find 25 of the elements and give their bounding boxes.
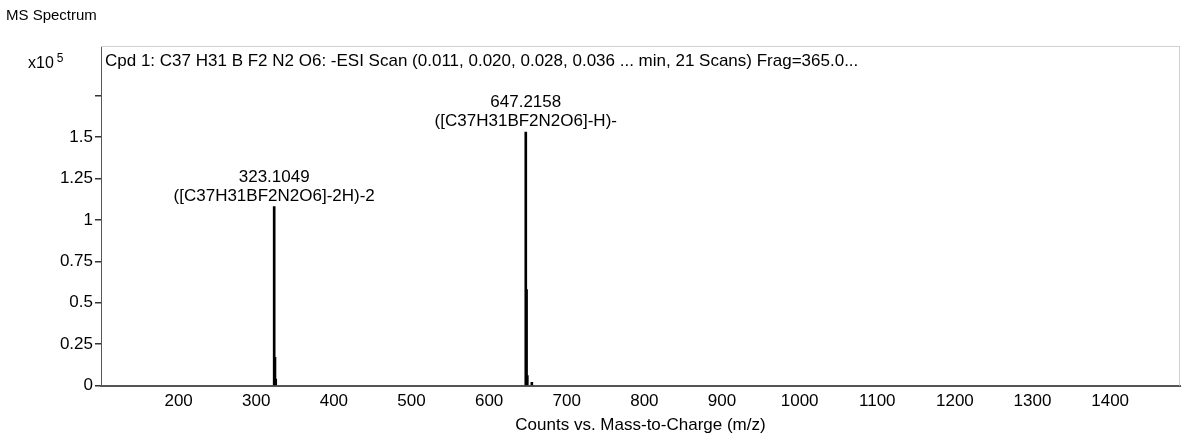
x-tick-label: 600 (474, 391, 504, 411)
y-tick-label: 1.5 (69, 126, 93, 146)
chart-title: MS Spectrum (6, 6, 97, 23)
y-tick-label: 0.5 (69, 292, 93, 312)
y-tick-label: 0.75 (59, 251, 93, 271)
annotation: 647.2158 ([C37H31BF2N2O6]-H)- (434, 92, 617, 131)
x-tick-label: 700 (552, 391, 581, 411)
x-tick-label: 500 (397, 391, 426, 411)
chart-subtitle: Cpd 1: C37 H31 B F2 N2 O6: -ESI Scan (0.011, 0.020, 0.028, 0.036 ... min, 21 Scans) Frag=365.0... (105, 51, 859, 70)
x-tick-label: 1100 (858, 391, 896, 411)
y-tick-label: 1 (83, 209, 93, 229)
x-tick-label: 800 (630, 391, 659, 411)
y-tick-label: 1.25 (59, 168, 93, 188)
x-tick-label: 1000 (780, 391, 819, 411)
x-axis-title: Counts vs. Mass-to-Charge (m/z) (515, 415, 766, 434)
x-tick-label: 900 (707, 391, 737, 411)
y-tick-label: 0.25 (59, 333, 93, 353)
x-tick-label: 1300 (1013, 391, 1052, 411)
y-tick-label: 0 (83, 375, 93, 395)
x-tick-label: 300 (242, 391, 271, 411)
x-tick-label: 200 (164, 391, 193, 411)
x-tick-label: 1200 (935, 391, 974, 411)
x-tick-label: 400 (319, 391, 349, 411)
annotation: 323.1049 ([C37H31BF2N2O6]-2H)-2 (173, 166, 375, 205)
x-tick-label: 1400 (1091, 391, 1130, 411)
